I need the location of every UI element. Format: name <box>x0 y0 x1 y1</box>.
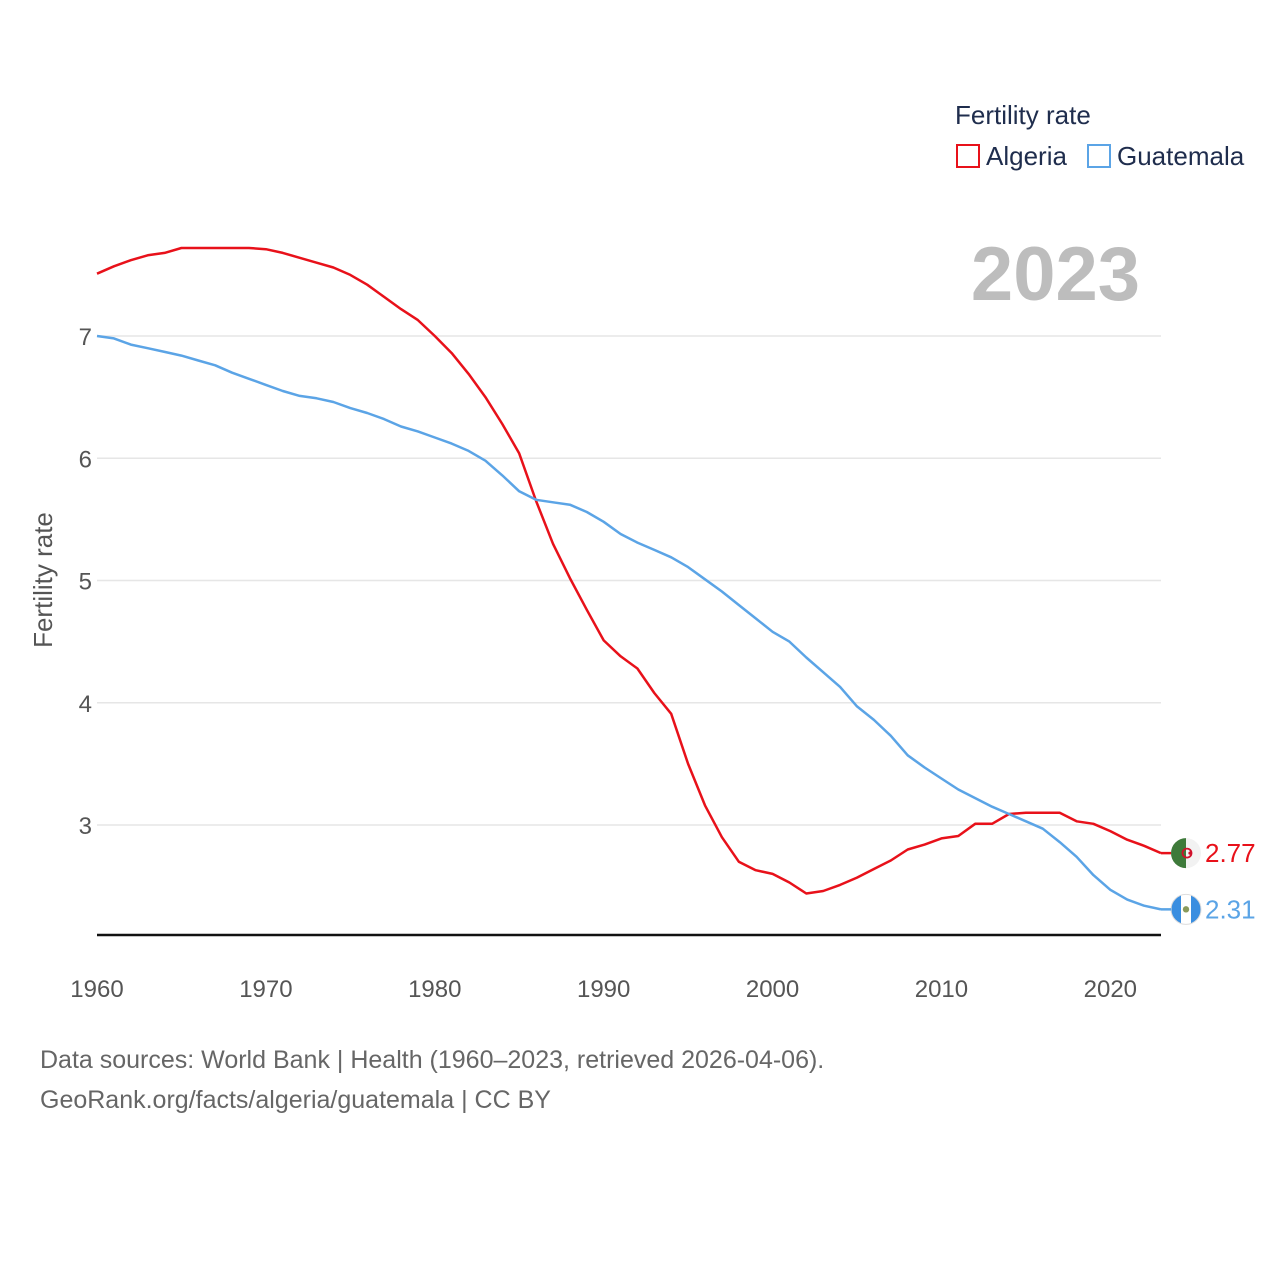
legend-swatch-guatemala[interactable] <box>1087 144 1111 168</box>
current-year-label: 2023 <box>971 232 1140 317</box>
end-value-label-algeria: 2.77 <box>1205 838 1256 868</box>
x-tick-label: 2020 <box>1084 976 1137 1003</box>
x-axis: 1960 1970 1980 1990 2000 2010 2020 <box>70 933 1161 1003</box>
x-tick-label: 1980 <box>408 976 461 1003</box>
y-axis-label: Fertility rate <box>28 512 58 648</box>
source-line-2[interactable]: GeoRank.org/facts/algeria/guatemala | CC… <box>40 1086 551 1114</box>
y-tick-label: 7 <box>79 324 92 351</box>
source-note: Data sources: World Bank | Health (1960–… <box>40 1040 824 1120</box>
y-axis: 3 4 5 6 7 <box>79 324 92 840</box>
y-tick-label: 4 <box>79 691 92 718</box>
x-tick-label: 2010 <box>915 976 968 1003</box>
x-tick-label: 1960 <box>70 976 123 1003</box>
guatemala-flag-icon <box>1170 893 1202 925</box>
grid-layer <box>97 335 1161 826</box>
legend-label-guatemala[interactable]: Guatemala <box>1117 141 1245 171</box>
end-value-label-guatemala: 2.31 <box>1205 894 1256 924</box>
y-tick-label: 3 <box>79 813 92 840</box>
series-line-guatemala[interactable] <box>96 334 1162 911</box>
x-tick-label: 1990 <box>577 976 630 1003</box>
algeria-flag-icon <box>1171 838 1201 869</box>
legend-title: Fertility rate <box>955 100 1091 130</box>
source-line-1: Data sources: World Bank | Health (1960–… <box>40 1046 825 1074</box>
legend: Fertility rate Algeria Guatemala <box>955 100 1245 171</box>
legend-label-algeria[interactable]: Algeria <box>986 141 1067 171</box>
x-tick-label: 1970 <box>239 976 292 1003</box>
series-line-algeria[interactable] <box>96 246 1162 895</box>
y-tick-label: 6 <box>79 446 92 473</box>
x-tick-label: 2000 <box>746 976 799 1003</box>
y-tick-label: 5 <box>79 569 92 596</box>
legend-swatch-algeria[interactable] <box>956 144 980 168</box>
series-layer: 2.77 2.31 <box>96 246 1256 925</box>
